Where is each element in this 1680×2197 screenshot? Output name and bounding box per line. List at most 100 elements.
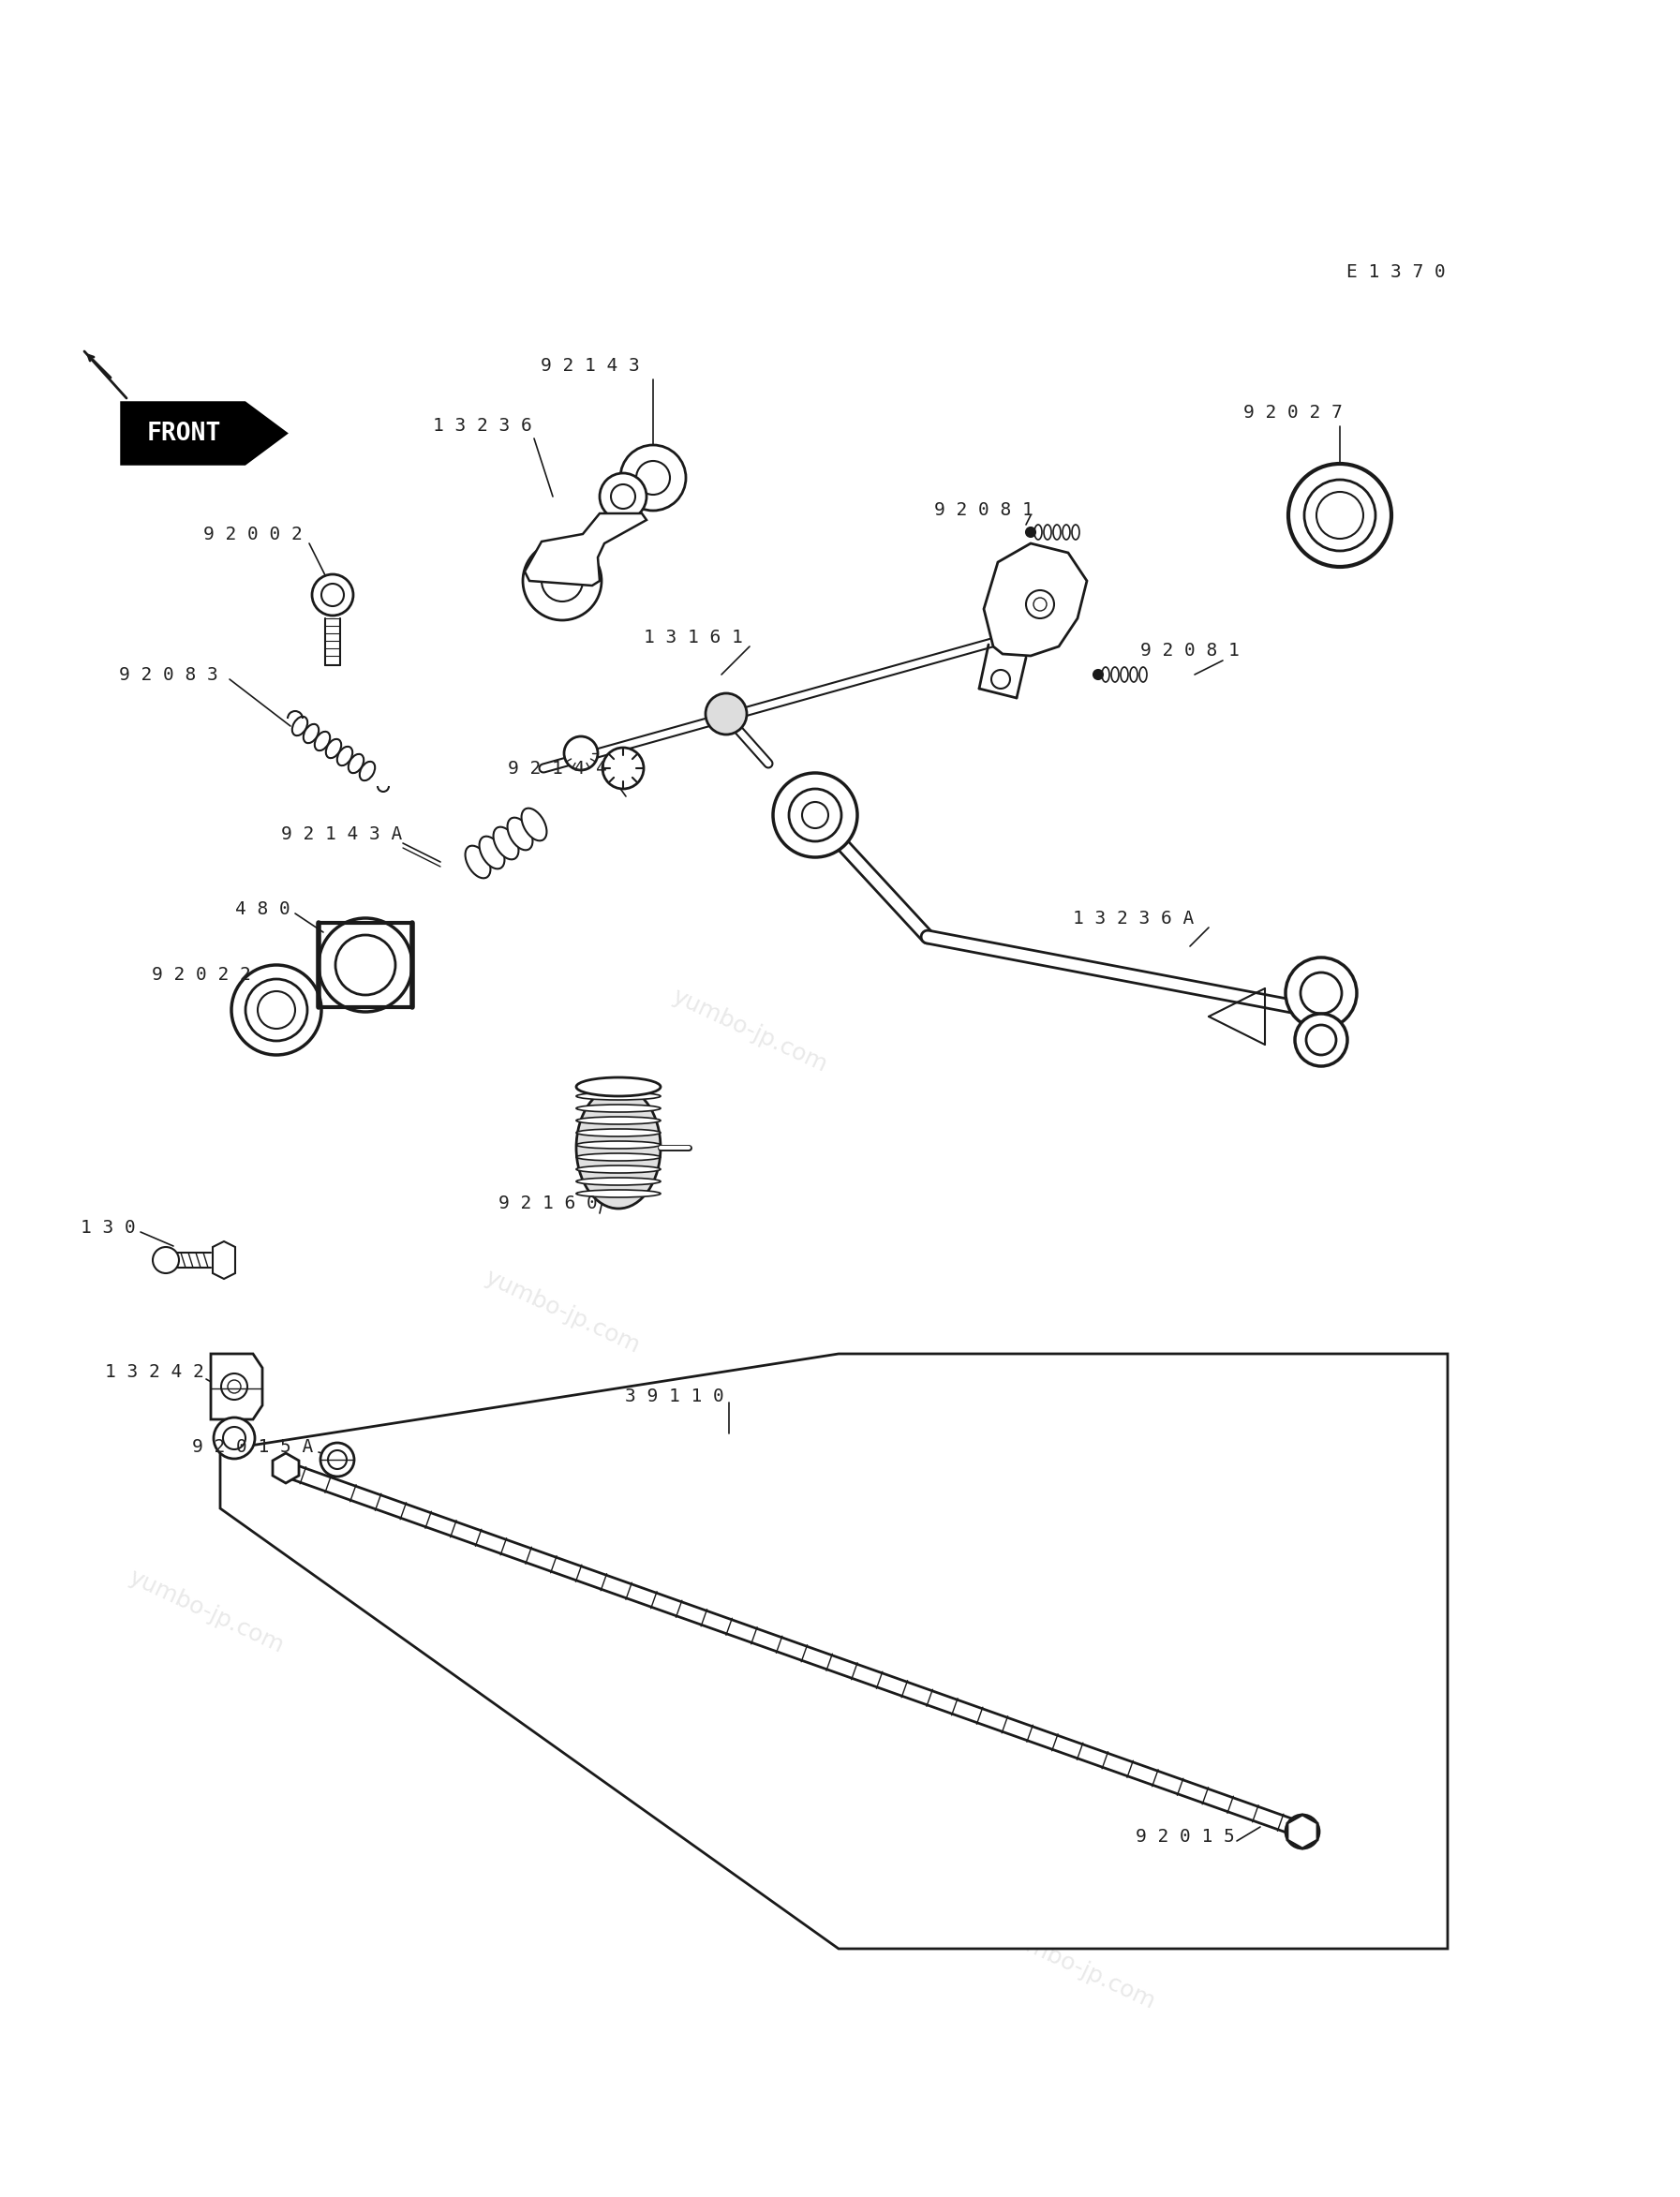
Circle shape: [1289, 464, 1391, 567]
Polygon shape: [272, 1452, 299, 1483]
Circle shape: [321, 1443, 354, 1476]
Ellipse shape: [1072, 525, 1079, 540]
Ellipse shape: [1131, 668, 1137, 681]
Ellipse shape: [1053, 525, 1060, 540]
Ellipse shape: [576, 1092, 660, 1101]
Text: 1 3 1 6 1: 1 3 1 6 1: [643, 628, 743, 646]
Ellipse shape: [292, 716, 307, 736]
Circle shape: [257, 991, 296, 1028]
Polygon shape: [213, 1241, 235, 1279]
Text: yumbo-jp.com: yumbo-jp.com: [480, 1265, 643, 1358]
Circle shape: [153, 1248, 180, 1274]
Text: 9 2 0 2 2: 9 2 0 2 2: [151, 964, 250, 984]
Ellipse shape: [304, 725, 319, 743]
Ellipse shape: [576, 1088, 660, 1208]
Text: yumbo-jp.com: yumbo-jp.com: [124, 1566, 287, 1657]
Circle shape: [232, 964, 321, 1055]
Ellipse shape: [507, 817, 533, 850]
Circle shape: [612, 483, 635, 510]
Ellipse shape: [326, 738, 341, 758]
Ellipse shape: [521, 808, 546, 841]
Ellipse shape: [360, 762, 375, 780]
Text: 1 3 2 3 6: 1 3 2 3 6: [433, 417, 533, 435]
Ellipse shape: [338, 747, 353, 765]
Circle shape: [1026, 527, 1035, 536]
Polygon shape: [1287, 1815, 1317, 1848]
Text: yumbo-jp.com: yumbo-jp.com: [837, 1659, 1000, 1751]
Text: 9 2 0 0 2: 9 2 0 0 2: [203, 525, 302, 543]
Text: 3 9 1 1 0: 3 9 1 1 0: [625, 1386, 724, 1404]
Circle shape: [1285, 1815, 1319, 1848]
Circle shape: [522, 540, 601, 620]
Polygon shape: [210, 1353, 262, 1419]
Ellipse shape: [576, 1129, 660, 1136]
Text: 9 2 1 4 3 A: 9 2 1 4 3 A: [282, 824, 403, 844]
Text: 1 3 2 4 2: 1 3 2 4 2: [106, 1364, 205, 1382]
Circle shape: [222, 1373, 247, 1399]
Ellipse shape: [314, 732, 329, 751]
Circle shape: [1094, 670, 1102, 679]
Text: 9 2 0 8 3: 9 2 0 8 3: [119, 666, 218, 683]
Ellipse shape: [348, 754, 365, 773]
Circle shape: [637, 461, 670, 494]
Text: E 1 3 7 0: E 1 3 7 0: [1347, 264, 1445, 281]
Circle shape: [312, 573, 353, 615]
Polygon shape: [123, 402, 286, 464]
Text: 1 3 0: 1 3 0: [81, 1219, 136, 1237]
Circle shape: [223, 1426, 245, 1450]
Ellipse shape: [576, 1164, 660, 1173]
Text: 4 8 0: 4 8 0: [235, 901, 291, 918]
Ellipse shape: [576, 1153, 660, 1160]
Circle shape: [773, 773, 857, 857]
Circle shape: [319, 918, 412, 1013]
Text: 9 2 0 8 1: 9 2 0 8 1: [1141, 642, 1240, 659]
Polygon shape: [524, 514, 647, 587]
Polygon shape: [984, 543, 1087, 657]
Circle shape: [706, 694, 748, 734]
Circle shape: [321, 584, 344, 606]
Ellipse shape: [1035, 525, 1042, 540]
Circle shape: [564, 736, 598, 771]
Ellipse shape: [576, 1178, 660, 1184]
Text: 9 2 1 4 4: 9 2 1 4 4: [507, 760, 606, 778]
Text: 9 2 1 4 3: 9 2 1 4 3: [541, 356, 640, 373]
Ellipse shape: [1043, 525, 1052, 540]
Circle shape: [245, 980, 307, 1041]
Ellipse shape: [465, 846, 491, 879]
Circle shape: [1317, 492, 1362, 538]
Text: 9 2 0 2 7: 9 2 0 2 7: [1243, 404, 1342, 422]
Circle shape: [213, 1417, 255, 1459]
Polygon shape: [287, 1463, 1295, 1834]
Circle shape: [600, 472, 647, 521]
Ellipse shape: [576, 1191, 660, 1197]
Ellipse shape: [1121, 668, 1129, 681]
Ellipse shape: [1062, 525, 1070, 540]
Text: 9 2 0 8 1: 9 2 0 8 1: [934, 501, 1033, 518]
Ellipse shape: [576, 1077, 660, 1096]
Circle shape: [1285, 958, 1357, 1028]
Text: FRONT: FRONT: [146, 422, 222, 446]
Text: yumbo-jp.com: yumbo-jp.com: [669, 984, 832, 1077]
Ellipse shape: [1110, 668, 1119, 681]
Circle shape: [541, 560, 583, 602]
Circle shape: [336, 936, 395, 995]
Circle shape: [1026, 591, 1053, 617]
Ellipse shape: [576, 1105, 660, 1112]
Circle shape: [228, 1380, 240, 1393]
Circle shape: [790, 789, 842, 841]
Circle shape: [328, 1450, 346, 1470]
Circle shape: [1295, 1013, 1347, 1066]
Circle shape: [620, 446, 685, 510]
Circle shape: [1033, 598, 1047, 611]
Text: 9 2 1 6 0: 9 2 1 6 0: [499, 1195, 598, 1213]
Ellipse shape: [479, 837, 504, 868]
Ellipse shape: [1139, 668, 1147, 681]
Text: 9 2 0 1 5 A: 9 2 0 1 5 A: [193, 1439, 314, 1457]
Ellipse shape: [494, 826, 519, 859]
Circle shape: [1300, 973, 1342, 1013]
Ellipse shape: [576, 1140, 660, 1149]
Circle shape: [1304, 479, 1376, 551]
Circle shape: [1305, 1026, 1336, 1055]
Ellipse shape: [576, 1116, 660, 1125]
Circle shape: [603, 747, 643, 789]
